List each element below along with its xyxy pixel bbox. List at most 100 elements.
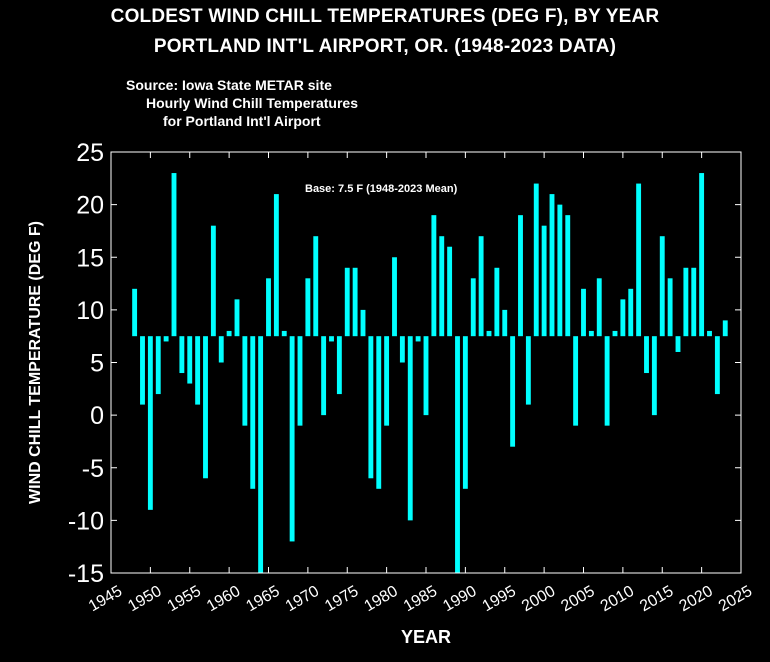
- bar-2000: [541, 225, 547, 337]
- bar-1958: [210, 225, 216, 337]
- bar-1951: [155, 336, 161, 395]
- bar-1950: [147, 336, 153, 510]
- bar-1960: [226, 330, 232, 337]
- x-tick-label: 1980: [362, 583, 401, 616]
- source-note-line-2: Hourly Wind Chill Temperatures: [146, 95, 358, 111]
- bar-1969: [297, 336, 303, 426]
- y-tick-label: 0: [90, 402, 104, 430]
- x-tick-label: 1990: [440, 583, 479, 616]
- bar-2017: [675, 336, 681, 352]
- bar-1992: [478, 236, 484, 337]
- bar-1975: [344, 267, 350, 337]
- bar-1971: [313, 236, 319, 337]
- x-tick-label: 1995: [480, 583, 519, 616]
- bar-1964: [258, 336, 264, 573]
- bar-2022: [714, 336, 720, 395]
- bar-1955: [187, 336, 193, 384]
- x-tick-label: 1970: [283, 583, 322, 616]
- bar-1985: [423, 336, 429, 416]
- bar-1984: [415, 336, 421, 342]
- bar-1998: [525, 336, 531, 405]
- bar-2010: [620, 299, 626, 337]
- bar-2008: [604, 336, 610, 426]
- bar-2004: [573, 336, 579, 426]
- bar-1949: [140, 336, 145, 405]
- y-tick-label: 20: [76, 192, 104, 220]
- bar-1959: [218, 336, 224, 363]
- bar-2019: [691, 267, 697, 337]
- bar-2012: [636, 183, 642, 337]
- bar-1986: [431, 215, 437, 337]
- y-tick-label: 25: [76, 139, 104, 167]
- bar-1981: [392, 257, 397, 337]
- bar-1989: [455, 336, 460, 573]
- bar-1999: [533, 183, 539, 337]
- y-tick-label: 5: [90, 350, 104, 378]
- x-tick-label: 1985: [401, 583, 440, 616]
- bar-1996: [510, 336, 516, 447]
- y-axis-label: WIND CHILL TEMPERATURE (DEG F): [27, 221, 44, 504]
- bar-1973: [329, 336, 334, 342]
- x-tick-label: 2005: [558, 583, 597, 616]
- bar-1956: [195, 336, 201, 405]
- bar-1953: [171, 173, 177, 337]
- x-tick-label: 2010: [598, 583, 637, 616]
- bar-1979: [376, 336, 382, 489]
- x-tick-label: 2025: [716, 583, 755, 616]
- bar-2023: [722, 320, 728, 337]
- bar-1962: [242, 336, 248, 426]
- bar-1961: [234, 299, 240, 337]
- bar-1977: [360, 309, 366, 337]
- x-tick-label: 1965: [243, 583, 282, 616]
- bar-1952: [163, 336, 169, 342]
- bar-1988: [447, 246, 453, 337]
- bar-2003: [565, 215, 571, 337]
- x-tick-label: 1975: [322, 583, 361, 616]
- bar-1978: [368, 336, 374, 479]
- x-tick-label: 2020: [677, 583, 716, 616]
- bar-1997: [518, 215, 523, 337]
- bar-1982: [399, 336, 405, 363]
- bar-1966: [273, 194, 279, 337]
- y-tick-label: -5: [82, 455, 104, 483]
- bar-1965: [266, 278, 271, 337]
- y-tick-label: -10: [68, 507, 104, 535]
- chart-title-line-1: COLDEST WIND CHILL TEMPERATURES (DEG F),…: [110, 6, 660, 27]
- bar-2016: [667, 278, 673, 337]
- bar-1993: [486, 330, 492, 337]
- bar-2007: [596, 278, 602, 337]
- bar-1994: [494, 267, 500, 337]
- x-axis-label: YEAR: [401, 627, 451, 647]
- source-note-line-1: Source: Iowa State METAR site: [126, 77, 332, 93]
- bar-2015: [659, 236, 665, 337]
- bar-2011: [628, 288, 634, 337]
- source-note-line-3: for Portland Int'l Airport: [163, 113, 321, 129]
- bar-2021: [707, 330, 712, 337]
- y-tick-label: 10: [76, 297, 104, 325]
- bar-2013: [644, 336, 649, 374]
- bar-1991: [470, 278, 476, 337]
- chart-title-line-2: PORTLAND INT'L AIRPORT, OR. (1948-2023 D…: [153, 36, 617, 57]
- bar-1972: [321, 336, 327, 416]
- x-tick-label: 1950: [125, 583, 164, 616]
- x-tick-label: 1960: [204, 583, 243, 616]
- bar-1970: [305, 278, 311, 337]
- bar-1987: [439, 236, 445, 337]
- bar-1957: [203, 336, 208, 479]
- bar-1976: [352, 267, 358, 337]
- bar-2005: [581, 288, 586, 337]
- bar-1980: [384, 336, 390, 426]
- x-tick-label: 1955: [165, 583, 204, 616]
- bar-1995: [502, 309, 508, 337]
- bar-2009: [612, 330, 618, 337]
- bar-1954: [179, 336, 185, 374]
- bar-1963: [250, 336, 256, 489]
- bar-1990: [462, 336, 468, 489]
- bar-2020: [699, 173, 705, 337]
- bar-2018: [683, 267, 689, 337]
- x-tick-label: 2015: [637, 583, 676, 616]
- bar-2006: [588, 330, 594, 337]
- bar-2014: [651, 336, 657, 416]
- bar-1948: [132, 288, 138, 337]
